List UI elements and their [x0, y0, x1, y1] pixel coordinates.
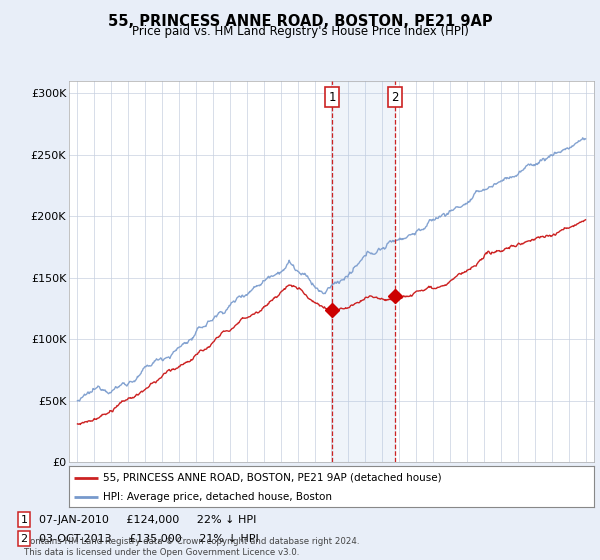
Text: 07-JAN-2010     £124,000     22% ↓ HPI: 07-JAN-2010 £124,000 22% ↓ HPI	[39, 515, 256, 525]
Bar	[332, 81, 395, 462]
Text: Contains HM Land Registry data © Crown copyright and database right 2024.
This d: Contains HM Land Registry data © Crown c…	[24, 537, 359, 557]
Text: 55, PRINCESS ANNE ROAD, BOSTON, PE21 9AP (detached house): 55, PRINCESS ANNE ROAD, BOSTON, PE21 9AP…	[103, 473, 442, 483]
Text: Price paid vs. HM Land Registry's House Price Index (HPI): Price paid vs. HM Land Registry's House …	[131, 25, 469, 38]
Text: 2: 2	[391, 91, 399, 104]
Text: 1: 1	[328, 91, 336, 104]
Text: 2: 2	[20, 534, 28, 544]
Text: 1: 1	[20, 515, 28, 525]
Text: HPI: Average price, detached house, Boston: HPI: Average price, detached house, Bost…	[103, 492, 332, 502]
Text: 03-OCT-2013     £135,000     21% ↓ HPI: 03-OCT-2013 £135,000 21% ↓ HPI	[39, 534, 259, 544]
Text: 55, PRINCESS ANNE ROAD, BOSTON, PE21 9AP: 55, PRINCESS ANNE ROAD, BOSTON, PE21 9AP	[107, 14, 493, 29]
